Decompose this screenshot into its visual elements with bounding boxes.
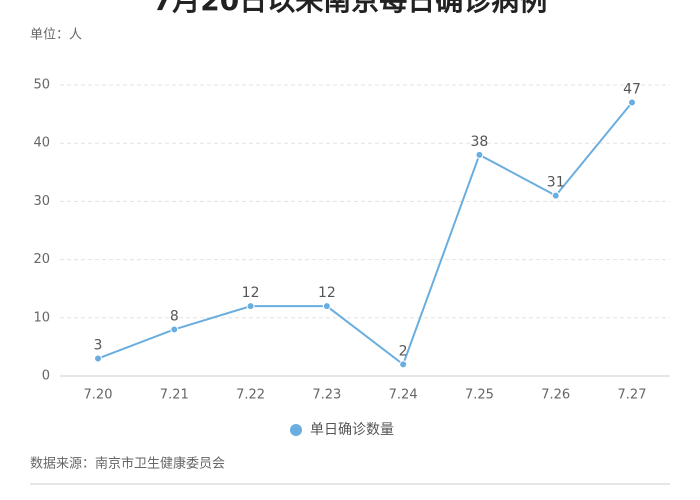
data-label: 31 xyxy=(547,175,565,191)
legend-label: 单日确诊数量 xyxy=(310,422,394,438)
data-label: 2 xyxy=(399,343,408,359)
data-point xyxy=(94,354,102,363)
data-point xyxy=(475,150,484,159)
x-tick-label: 7.22 xyxy=(236,388,265,403)
data-point xyxy=(246,302,255,311)
y-tick-label: 10 xyxy=(33,310,50,325)
x-tick-label: 7.26 xyxy=(541,388,570,403)
x-tick-label: 7.20 xyxy=(84,388,113,403)
y-tick-label: 20 xyxy=(33,252,50,267)
legend-swatch xyxy=(290,424,302,436)
x-tick-label: 7.25 xyxy=(465,388,494,403)
y-tick-label: 0 xyxy=(42,369,50,384)
y-tick-label: 40 xyxy=(33,136,50,151)
x-tick-label: 7.24 xyxy=(389,388,418,403)
data-label: 12 xyxy=(242,285,260,301)
data-label: 38 xyxy=(471,134,489,150)
data-point xyxy=(322,302,331,311)
data-point xyxy=(170,325,179,334)
data-label: 3 xyxy=(94,338,103,354)
chart-title: 7月20日以来南京每日确诊病例 xyxy=(153,0,547,17)
x-tick-label: 7.23 xyxy=(312,388,341,403)
data-label: 12 xyxy=(318,285,336,301)
data-point xyxy=(628,98,636,107)
data-label: 47 xyxy=(623,81,641,97)
unit-label: 单位：人 xyxy=(30,28,82,43)
data-point xyxy=(551,191,560,200)
data-point xyxy=(399,360,408,369)
source-note: 数据来源：南京市卫生健康委员会 xyxy=(30,456,225,472)
y-tick-label: 50 xyxy=(33,78,50,93)
y-tick-label: 30 xyxy=(33,194,50,209)
data-label: 8 xyxy=(170,308,179,324)
x-tick-label: 7.21 xyxy=(160,388,189,403)
series-line xyxy=(97,101,633,366)
x-tick-label: 7.27 xyxy=(618,388,647,403)
